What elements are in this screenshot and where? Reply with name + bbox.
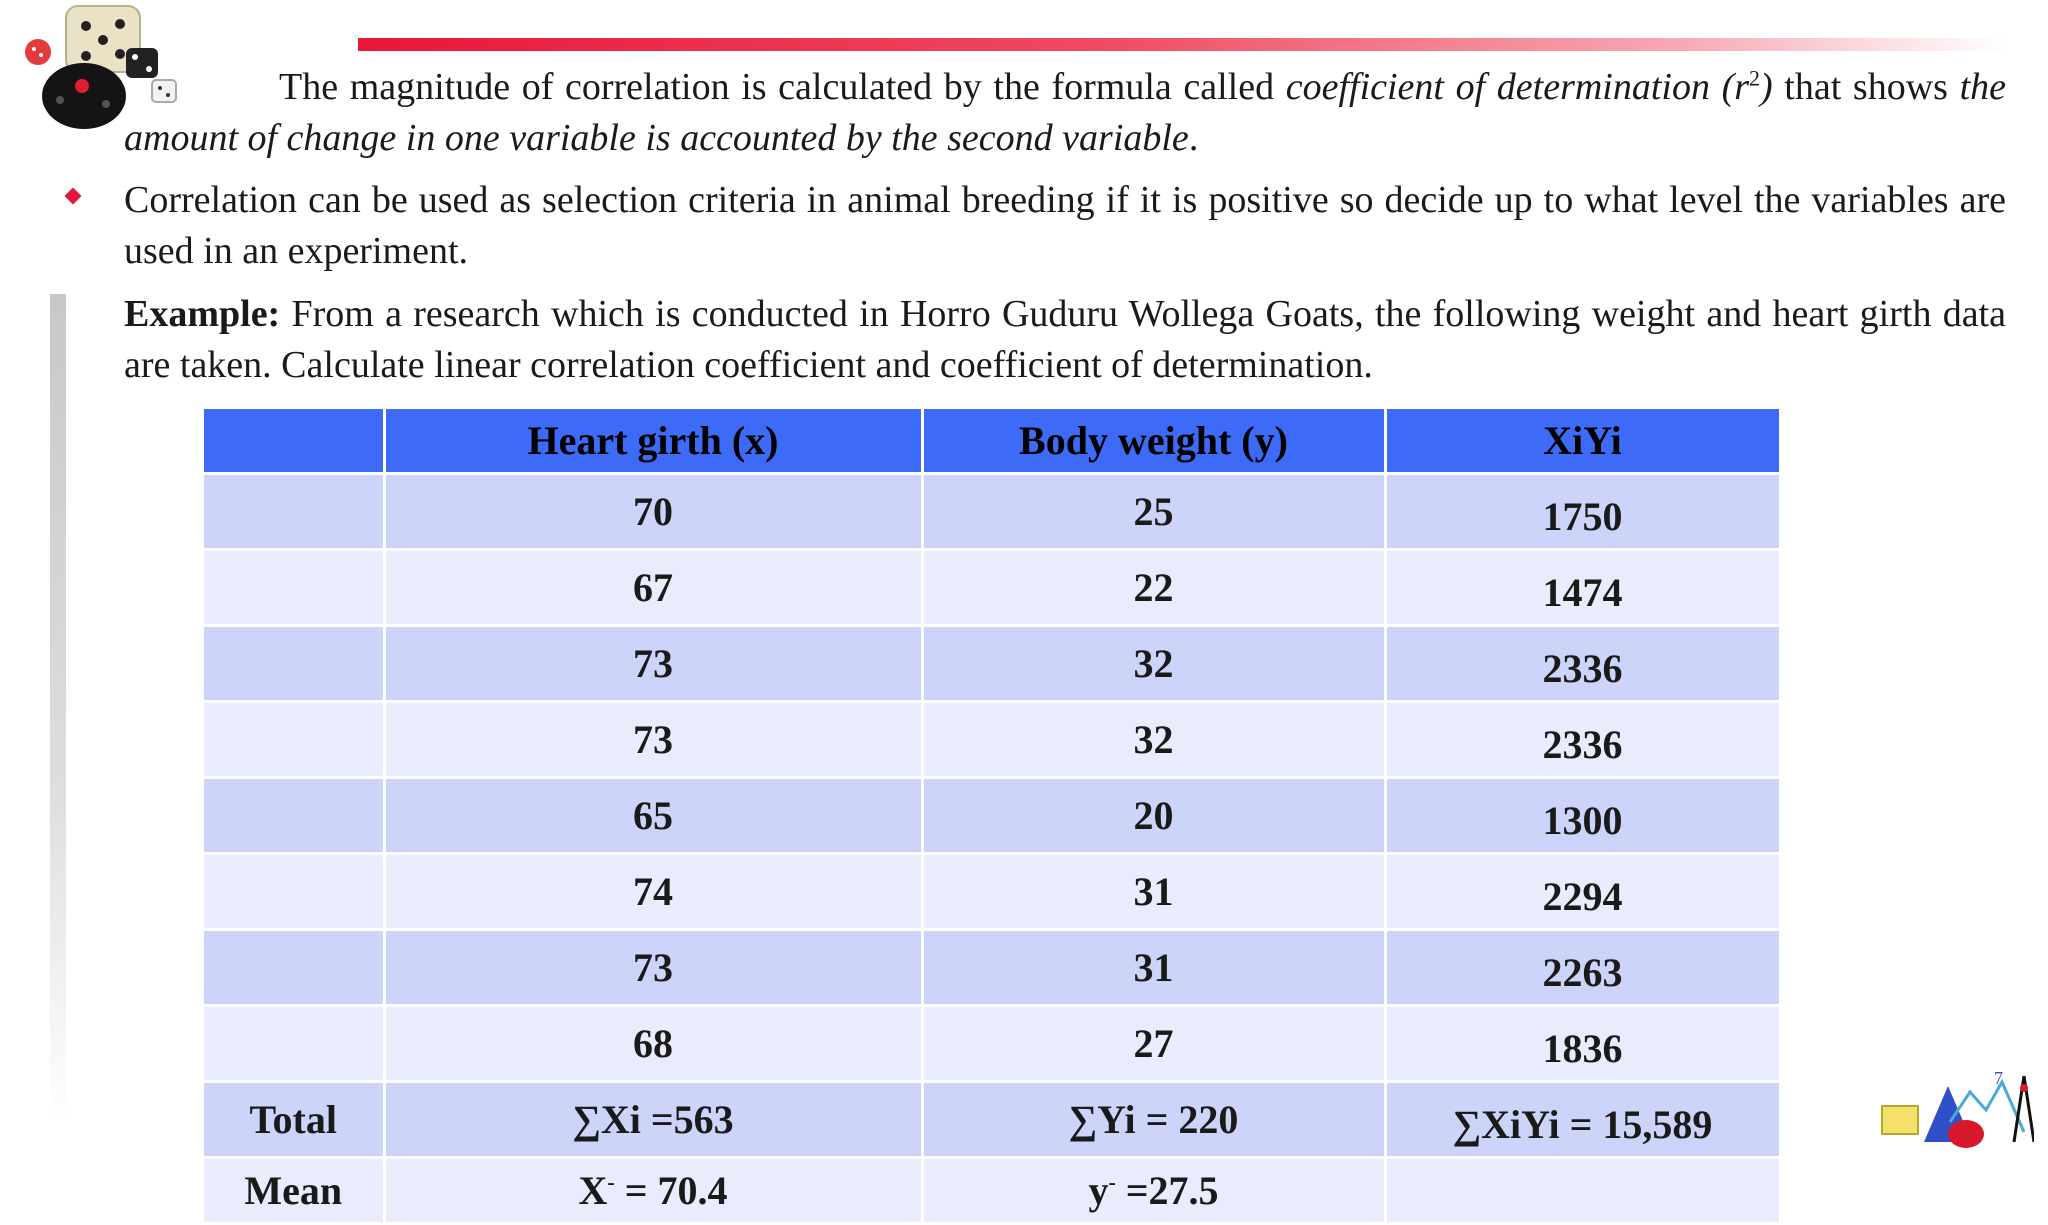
superscript: 2 xyxy=(1749,65,1761,91)
mean-y-cell: y- =27.5 xyxy=(922,1157,1387,1225)
mean-label: Mean xyxy=(204,1157,386,1225)
table-cell: 1836 xyxy=(1385,1005,1782,1083)
table-cell: 25 xyxy=(922,473,1387,551)
table-row: 73 32 2336 xyxy=(204,625,1782,703)
table-cell: 68 xyxy=(384,1005,924,1083)
left-accent-bar xyxy=(50,294,66,1124)
table-cell: 2336 xyxy=(1385,701,1782,779)
table-row: 68 27 1836 xyxy=(204,1005,1782,1083)
table-header-row: Heart girth (x) Body weight (y) XiYi xyxy=(204,409,1782,475)
table-cell: 31 xyxy=(922,929,1387,1007)
table-cell: 70 xyxy=(384,473,924,551)
table-header-cell: XiYi xyxy=(1385,409,1782,475)
table-header-cell xyxy=(204,409,386,475)
table-row: 73 32 2336 xyxy=(204,701,1782,779)
table-cell: 1474 xyxy=(1385,549,1782,627)
table-cell: 74 xyxy=(384,853,924,931)
text-span: that shows xyxy=(1772,66,1960,108)
table-row: 67 22 1474 xyxy=(204,549,1782,627)
table-cell: 22 xyxy=(922,549,1387,627)
table-cell: 67 xyxy=(384,549,924,627)
table-row-total: Total ∑Xi =563 ∑Yi = 220 ∑XiYi = 15,589 xyxy=(204,1081,1782,1159)
table-header-cell: Heart girth (x) xyxy=(384,409,924,475)
mean-y-bar: - xyxy=(1108,1169,1116,1195)
table-row: 65 20 1300 xyxy=(204,777,1782,855)
paragraph-example: Example: From a research which is conduc… xyxy=(124,289,2006,391)
sum-xy-cell: ∑XiYi = 15,589 xyxy=(1385,1081,1782,1159)
mean-xy-cell xyxy=(1385,1157,1782,1225)
total-label: Total xyxy=(204,1081,386,1159)
table-row: 74 31 2294 xyxy=(204,853,1782,931)
table-cell: 1750 xyxy=(1385,473,1782,551)
paragraph-determination: The magnitude of correlation is calculat… xyxy=(124,62,2006,164)
table-cell: 2294 xyxy=(1385,853,1782,931)
table-cell: 27 xyxy=(922,1005,1387,1083)
table-cell xyxy=(204,549,386,627)
sum-y-cell: ∑Yi = 220 xyxy=(922,1081,1387,1159)
table-cell xyxy=(204,701,386,779)
mean-x-cell: X- = 70.4 xyxy=(384,1157,924,1225)
table-cell xyxy=(204,625,386,703)
top-accent-bar xyxy=(358,38,2008,51)
math-graphic-icon: 7 xyxy=(1881,1068,2034,1148)
example-text: From a research which is conducted in Ho… xyxy=(124,293,2006,386)
text-span: . xyxy=(1188,117,1199,159)
mean-y-value: =27.5 xyxy=(1115,1168,1219,1213)
table-cell xyxy=(204,929,386,1007)
table-header-cell: Body weight (y) xyxy=(922,409,1387,475)
table-cell: 1300 xyxy=(1385,777,1782,855)
table-cell: 2263 xyxy=(1385,929,1782,1007)
table-cell: 20 xyxy=(922,777,1387,855)
table-cell: 32 xyxy=(922,625,1387,703)
table-cell: 73 xyxy=(384,929,924,1007)
example-label: Example: xyxy=(124,293,281,335)
table-cell: 32 xyxy=(922,701,1387,779)
table-cell: 73 xyxy=(384,701,924,779)
table-cell: 73 xyxy=(384,625,924,703)
table-row: 73 31 2263 xyxy=(204,929,1782,1007)
table-cell xyxy=(204,853,386,931)
svg-text:7: 7 xyxy=(1994,1068,2003,1088)
bullet-diamond-icon xyxy=(64,187,82,205)
table-cell: 65 xyxy=(384,777,924,855)
table-row: 70 25 1750 xyxy=(204,473,1782,551)
italic-phrase: the amount of change in one variable is … xyxy=(124,66,2006,159)
mean-x-value: = 70.4 xyxy=(614,1168,728,1213)
mean-y-symbol: y xyxy=(1088,1168,1109,1213)
data-table: Heart girth (x) Body weight (y) XiYi 70 … xyxy=(204,409,1782,1225)
text-span: The magnitude of correlation is calculat… xyxy=(279,66,1286,108)
table-cell xyxy=(204,473,386,551)
sum-x-cell: ∑Xi =563 xyxy=(384,1081,924,1159)
paragraph-selection: Correlation can be used as selection cri… xyxy=(124,179,2006,272)
table-row-mean: Mean X- = 70.4 y- =27.5 xyxy=(204,1157,1782,1225)
mean-x-symbol: X xyxy=(578,1168,608,1213)
mean-x-bar: - xyxy=(607,1169,615,1195)
table-cell xyxy=(204,777,386,855)
table-cell: 2336 xyxy=(1385,625,1782,703)
table-cell: 31 xyxy=(922,853,1387,931)
dice-logo-icon xyxy=(25,5,177,129)
table-cell xyxy=(204,1005,386,1083)
italic-term-end: ) xyxy=(1760,66,1773,108)
italic-term: coefficient of determination (r xyxy=(1285,66,1750,108)
